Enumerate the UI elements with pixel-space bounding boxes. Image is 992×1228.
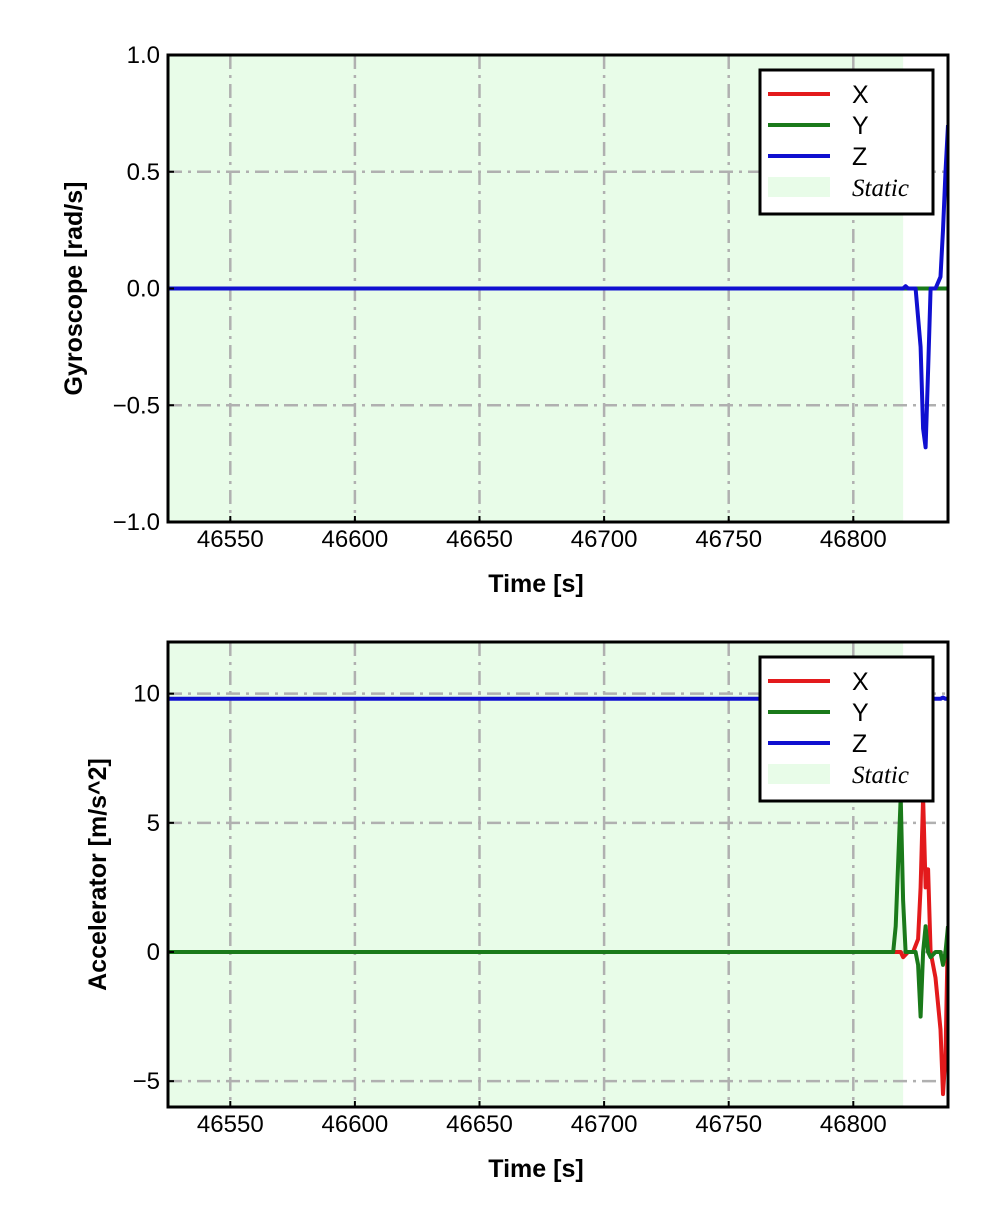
y-tick-label: −1.0 [113, 509, 160, 536]
x-tick-label: 46750 [695, 1111, 762, 1138]
y-axis-label: Accelerator [m/s^2] [84, 758, 112, 991]
legend-label-static: Static [852, 762, 909, 789]
y-tick-label: 5 [147, 810, 160, 837]
legend: XYZ Static [758, 68, 935, 216]
x-tick-label: 46800 [820, 1111, 887, 1138]
y-tick-label: 0 [147, 939, 160, 966]
x-tick-label: 46750 [695, 526, 762, 553]
plot-frame [166, 640, 950, 1109]
x-axis-label: Time [s] [488, 1155, 583, 1183]
y-tick-label: 0.0 [127, 276, 160, 303]
legend-label-x: X [852, 81, 869, 109]
x-tick-label: 46800 [820, 526, 887, 553]
chart-panel-2: 46550 46600 46650 46700 46750 46800 10 5 0 −5 Time… [84, 640, 950, 1183]
legend-label-y: Y [852, 699, 869, 727]
x-tick-label: 46600 [322, 526, 389, 553]
x-axis-label: Time [s] [488, 570, 583, 598]
y-axis-label: Gyroscope [rad/s] [60, 182, 88, 396]
series-line-z [168, 695, 948, 701]
series-line-x [168, 795, 948, 1097]
x-tick-label: 46700 [571, 526, 638, 553]
x-tick-label: 46550 [197, 526, 264, 553]
legend: XYZ Static [758, 655, 935, 803]
x-tick-label: 46550 [197, 1111, 264, 1138]
x-tick-label: 46650 [446, 526, 513, 553]
legend-label-z: Z [852, 730, 867, 758]
legend-label-y: Y [852, 112, 869, 140]
chart-panel-1: 46550 46600 46650 46700 46750 46800 1.0 0.5 0.0 −… [60, 42, 950, 598]
legend-swatch-static [768, 177, 830, 197]
legend-label-x: X [852, 668, 869, 696]
series-line-y [168, 795, 948, 1019]
legend-label-z: Z [852, 143, 867, 171]
x-tick-label: 46650 [446, 1111, 513, 1138]
series-line-z [168, 124, 948, 450]
y-tick-label: 0.5 [127, 159, 160, 186]
y-tick-label: 10 [133, 681, 160, 708]
x-tick-label: 46700 [571, 1111, 638, 1138]
y-tick-label: −5 [133, 1068, 160, 1095]
legend-swatch-static [768, 764, 830, 784]
legend-label-static: Static [852, 175, 909, 202]
y-tick-label: −0.5 [113, 392, 160, 419]
y-tick-label: 1.0 [127, 42, 160, 69]
x-tick-label: 46600 [322, 1111, 389, 1138]
